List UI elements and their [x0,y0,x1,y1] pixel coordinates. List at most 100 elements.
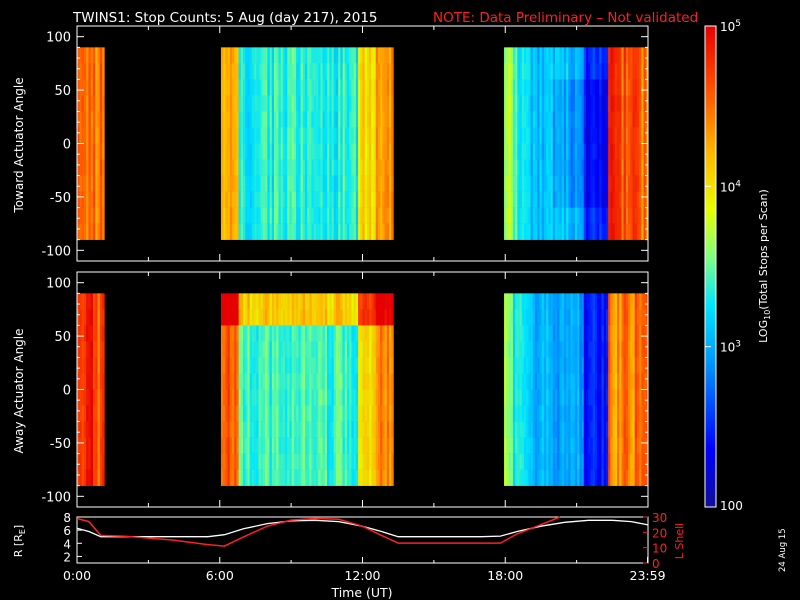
heatmap-cell [307,111,310,128]
heatmap-cell [99,223,103,240]
heatmap-cell [373,421,377,438]
heatmap-cell [344,293,348,310]
heatmap-cell [550,47,554,64]
heatmap-cell [559,405,562,422]
heatmap-cell [504,421,507,438]
heatmap-cell [313,47,317,64]
heatmap-cell [559,111,562,128]
heatmap-cell [302,191,306,208]
heatmap-cell [260,223,264,240]
heatmap-cell [641,325,644,342]
heatmap-cell [364,453,368,470]
heatmap-cell [634,293,638,310]
heatmap-cell [583,191,587,208]
heatmap-cell [262,421,266,438]
heatmap-cell [510,437,514,454]
heatmap-cell [346,79,350,96]
heatmap-cell [225,63,228,80]
heatmap-cell [382,127,385,144]
heatmap-cell [510,223,514,240]
heatmap-cell [313,341,317,358]
heatmap-cell [351,95,354,112]
heatmap-cell [232,175,235,192]
heatmap-cell [340,175,343,192]
heatmap-cell [614,111,618,128]
heatmap-cell [349,159,352,176]
heatmap-cell [577,373,580,390]
heatmap-cell [515,405,518,422]
heatmap-cell [309,175,312,192]
heatmap-cell [313,357,317,374]
heatmap-cell [521,111,525,128]
heatmap-cell [280,309,284,326]
lshell-tick-label: 20 [652,526,667,540]
heatmap-cell [643,63,647,80]
heatmap-cell [307,143,310,160]
heatmap-cell [577,223,580,240]
heatmap-cell [267,325,270,342]
heatmap-cell [594,127,598,144]
heatmap-cell [291,357,295,374]
heatmap-cell [97,79,101,96]
heatmap-cell [234,191,237,208]
heatmap-cell [599,469,602,486]
heatmap-cell [366,79,370,96]
heatmap-cell [338,223,341,240]
heatmap-cell [528,421,531,438]
heatmap-cell [79,373,82,390]
heatmap-cell [608,207,611,224]
heatmap-cell [327,437,330,454]
heatmap-cell [240,469,244,486]
heatmap-cell [625,373,629,390]
heatmap-cell [83,309,87,326]
heatmap-cell [581,469,585,486]
heatmap-cell [300,293,304,310]
heatmap-cell [289,111,292,128]
heatmap-cell [597,95,600,112]
heatmap-cell [583,469,587,486]
heatmap-cell [623,389,627,406]
heatmap-cell [88,111,91,128]
heatmap-cell [636,127,640,144]
heatmap-cell [309,357,312,374]
heatmap-cell [262,159,266,176]
heatmap-cell [247,207,250,224]
heatmap-cell [88,357,91,374]
heatmap-cell [548,47,551,64]
heatmap-cell [532,469,536,486]
heatmap-cell [373,79,377,96]
heatmap-cell [563,325,567,342]
heatmap-cell [291,469,295,486]
heatmap-cell [550,159,554,176]
heatmap-cell [517,453,520,470]
heatmap-cell [539,453,542,470]
heatmap-cell [278,373,281,390]
heatmap-cell [539,421,542,438]
heatmap-cell [590,63,593,80]
heatmap-cell [588,453,591,470]
heatmap-cell [346,159,350,176]
heatmap-cell [99,293,103,310]
heatmap-cell [508,175,511,192]
heatmap-cell [605,325,609,342]
heatmap-cell [254,207,257,224]
heatmap-cell [260,341,264,358]
heatmap-cell [512,159,516,176]
heatmap-cell [614,95,618,112]
heatmap-cell [300,373,304,390]
heatmap-cell [619,191,622,208]
heatmap-cell [278,421,281,438]
heatmap-cell [329,469,332,486]
heatmap-cell [83,159,87,176]
heatmap-cell [338,191,341,208]
heatmap-cell [539,95,542,112]
heatmap-cell [95,437,98,454]
heatmap-cell [92,453,96,470]
heatmap-cell [324,405,328,422]
heatmap-cell [245,341,248,358]
heatmap-cell [526,293,529,310]
heatmap-cell [599,63,602,80]
heatmap-cell [636,357,640,374]
heatmap-cell [258,389,262,406]
heatmap-cell [384,389,388,406]
